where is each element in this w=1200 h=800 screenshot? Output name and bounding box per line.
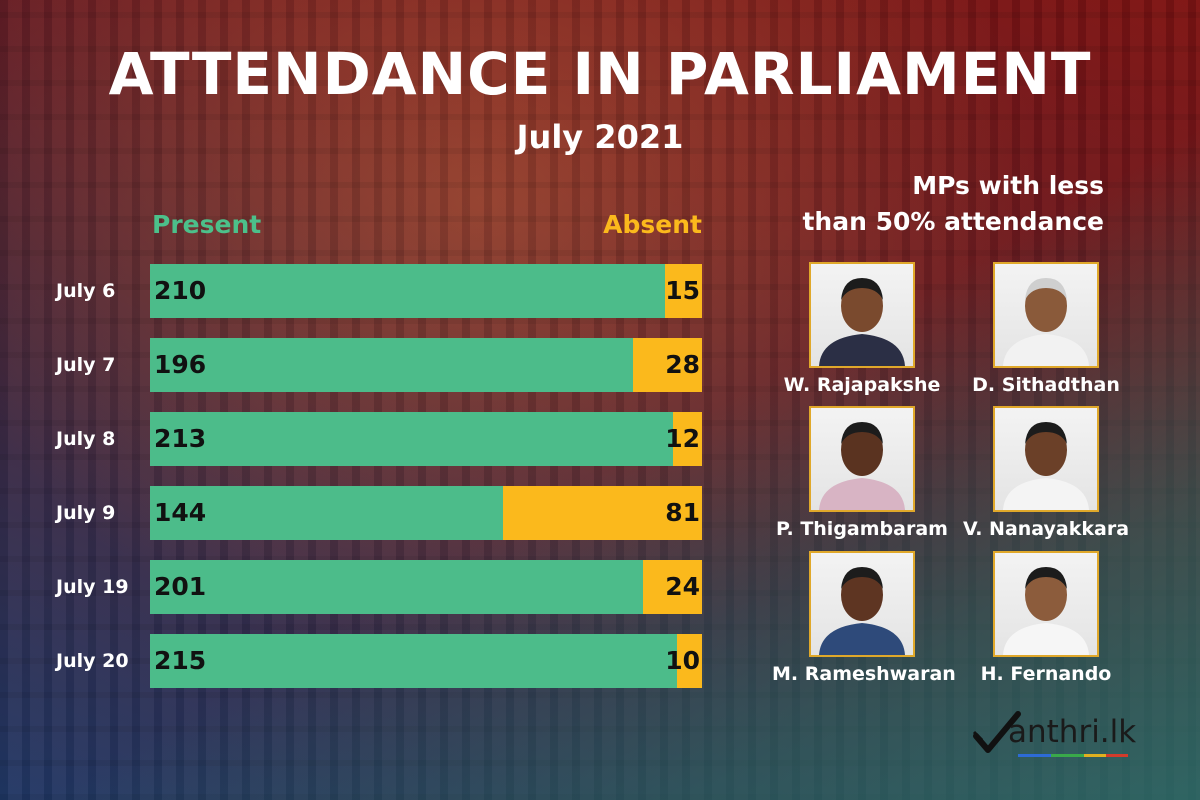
category-label: July 7 — [56, 354, 116, 376]
checkmark-m-icon — [972, 711, 1021, 753]
bar-absent — [677, 634, 702, 688]
bar-present — [150, 338, 633, 392]
mp-portrait-photo — [809, 262, 915, 368]
bar-present — [150, 264, 665, 318]
mp-card: V. Nanayakkara — [956, 406, 1136, 540]
mp-portrait-photo — [809, 551, 915, 657]
mp-name: H. Fernando — [980, 663, 1112, 685]
category-label: July 8 — [56, 428, 116, 450]
bar-present — [150, 560, 643, 614]
category-label: July 9 — [56, 502, 116, 524]
stacked-bar: 213 12 — [150, 412, 702, 466]
mp-card: P. Thigambaram — [772, 406, 952, 540]
bar-present — [150, 486, 503, 540]
logo-underline — [1018, 754, 1128, 757]
chart-subtitle: July 2021 — [0, 118, 1200, 156]
legend-present: Present — [152, 210, 262, 239]
manthri-logo: anthri.lk — [972, 708, 1142, 758]
value-label-absent: 24 — [665, 572, 700, 601]
chart-title: ATTENDANCE IN PARLIAMENT — [108, 40, 1092, 108]
bar-row: July 8 213 12 — [0, 412, 720, 466]
bar-present — [150, 634, 677, 688]
logo-text: anthri.lk — [1008, 714, 1137, 750]
value-label-absent: 81 — [665, 498, 700, 527]
value-label-absent: 12 — [665, 424, 700, 453]
bar-row: July 7 196 28 — [0, 338, 720, 392]
bar-absent — [503, 486, 702, 540]
bar-absent — [673, 412, 702, 466]
stacked-bar: 144 81 — [150, 486, 702, 540]
mps-heading: MPs with less than 50% attendance — [802, 168, 1104, 240]
stacked-bar: 196 28 — [150, 338, 702, 392]
mps-heading-line1: MPs with less — [912, 171, 1104, 200]
bar-absent — [633, 338, 702, 392]
bar-row: July 20 215 10 — [0, 634, 720, 688]
mp-portrait-photo — [993, 406, 1099, 512]
bar-present — [150, 412, 673, 466]
value-label-present: 215 — [154, 646, 207, 675]
category-label: July 19 — [56, 576, 129, 598]
category-label: July 20 — [56, 650, 129, 672]
bar-absent — [643, 560, 702, 614]
bar-row: July 6 210 15 — [0, 264, 720, 318]
mp-name: V. Nanayakkara — [962, 518, 1130, 540]
mp-portrait-photo — [993, 262, 1099, 368]
mp-card: W. Rajapakshe — [772, 262, 952, 396]
mp-name: P. Thigambaram — [776, 518, 948, 540]
mp-portrait-photo — [809, 406, 915, 512]
bar-row: July 19 201 24 — [0, 560, 720, 614]
subtitle-text: July 2021 — [516, 118, 684, 156]
legend-absent: Absent — [603, 210, 702, 239]
value-label-present: 196 — [154, 350, 207, 379]
bar-row: July 9 144 81 — [0, 486, 720, 540]
value-label-present: 210 — [154, 276, 207, 305]
category-label: July 6 — [56, 280, 116, 302]
value-label-present: 213 — [154, 424, 207, 453]
stacked-bar: 201 24 — [150, 560, 702, 614]
value-label-absent: 15 — [665, 276, 700, 305]
stacked-bar: 215 10 — [150, 634, 702, 688]
mp-name: M. Rameshwaran — [772, 663, 956, 685]
stacked-bar: 210 15 — [150, 264, 702, 318]
bar-absent — [665, 264, 702, 318]
mp-card: D. Sithadthan — [956, 262, 1136, 396]
value-label-absent: 28 — [665, 350, 700, 379]
value-label-present: 144 — [154, 498, 207, 527]
mp-name: W. Rajapakshe — [783, 374, 941, 396]
mp-card: M. Rameshwaran — [772, 551, 956, 685]
value-label-present: 201 — [154, 572, 207, 601]
mp-card: H. Fernando — [956, 551, 1136, 685]
value-label-absent: 10 — [665, 646, 700, 675]
mps-heading-line2: than 50% attendance — [802, 207, 1104, 236]
mp-name: D. Sithadthan — [972, 374, 1120, 396]
mp-portrait-photo — [993, 551, 1099, 657]
